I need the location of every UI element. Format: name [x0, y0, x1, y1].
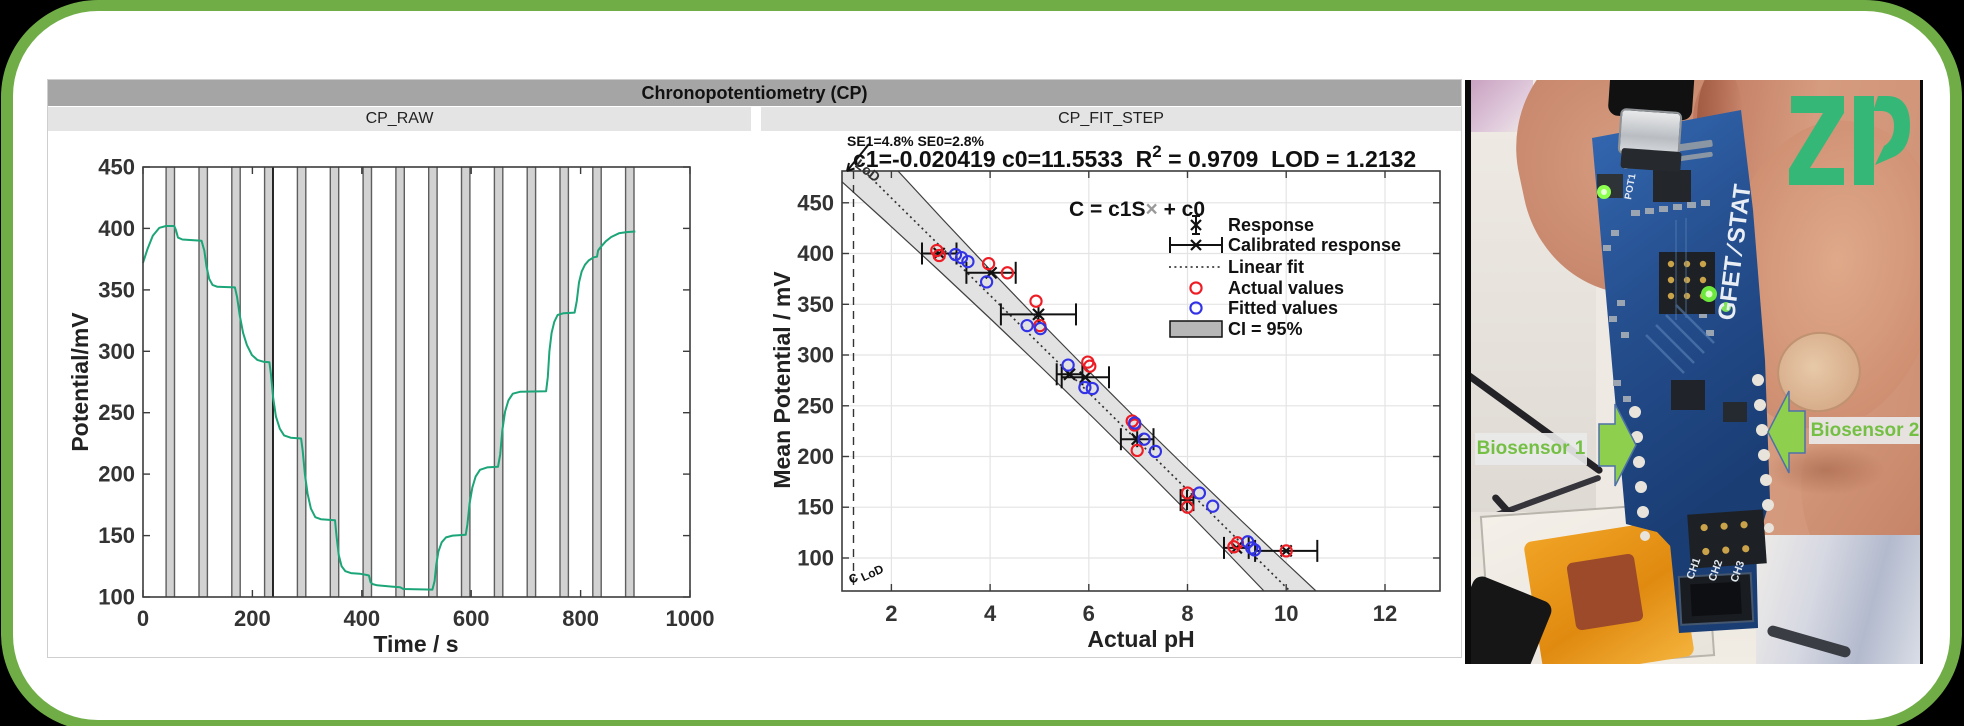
svg-text:600: 600 — [453, 606, 490, 631]
svg-text:100: 100 — [98, 585, 135, 610]
svg-text:Potential/mV: Potential/mV — [67, 312, 93, 452]
svg-text:8: 8 — [1181, 601, 1193, 626]
svg-text:c LoD: c LoD — [846, 557, 887, 589]
svg-text:100: 100 — [797, 546, 834, 571]
svg-text:150: 150 — [98, 523, 135, 548]
svg-text:Actual pH: Actual pH — [1087, 626, 1194, 652]
svg-text:200: 200 — [797, 444, 834, 469]
svg-text:400: 400 — [797, 241, 834, 266]
svg-text:10: 10 — [1274, 601, 1298, 626]
svg-text:0: 0 — [137, 606, 149, 631]
svg-text:c1=-0.020419 c0=11.5533 R2 =: c1=-0.020419 c0=11.5533 R2 = 0.9709 LOD … — [853, 142, 1416, 172]
svg-text:350: 350 — [797, 292, 834, 317]
svg-text:400: 400 — [343, 606, 380, 631]
svg-text:400: 400 — [98, 216, 135, 241]
svg-text:250: 250 — [797, 393, 834, 418]
svg-text:CI = 95%: CI = 95% — [1228, 319, 1303, 339]
svg-text:Fitted values: Fitted values — [1228, 298, 1338, 318]
svg-text:SE1=4.8% SE0=2.8%: SE1=4.8% SE0=2.8% — [847, 133, 985, 149]
svg-text:300: 300 — [98, 339, 135, 364]
svg-text:Time / s: Time / s — [373, 631, 458, 657]
svg-text:6: 6 — [1083, 601, 1095, 626]
svg-text:450: 450 — [98, 155, 135, 180]
svg-text:12: 12 — [1373, 601, 1397, 626]
svg-text:350: 350 — [98, 277, 135, 302]
svg-text:Response: Response — [1228, 215, 1314, 235]
svg-text:200: 200 — [234, 606, 271, 631]
svg-text:Actual values: Actual values — [1228, 278, 1344, 298]
svg-text:450: 450 — [797, 190, 834, 215]
svg-text:POT1: POT1 — [1623, 172, 1638, 200]
svg-text:2: 2 — [885, 601, 897, 626]
svg-text:C = c1S× + c0: C = c1S× + c0 — [1069, 198, 1205, 221]
svg-text:800: 800 — [562, 606, 599, 631]
svg-text:300: 300 — [797, 343, 834, 368]
svg-text:150: 150 — [797, 495, 834, 520]
svg-text:Mean Potential / mV: Mean Potential / mV — [769, 271, 795, 489]
svg-text:200: 200 — [98, 462, 135, 487]
svg-text:250: 250 — [98, 400, 135, 425]
svg-text:Calibrated response: Calibrated response — [1228, 235, 1401, 255]
svg-text:Linear fit: Linear fit — [1228, 257, 1304, 277]
svg-text:1000: 1000 — [666, 606, 715, 631]
svg-text:4: 4 — [984, 601, 997, 626]
